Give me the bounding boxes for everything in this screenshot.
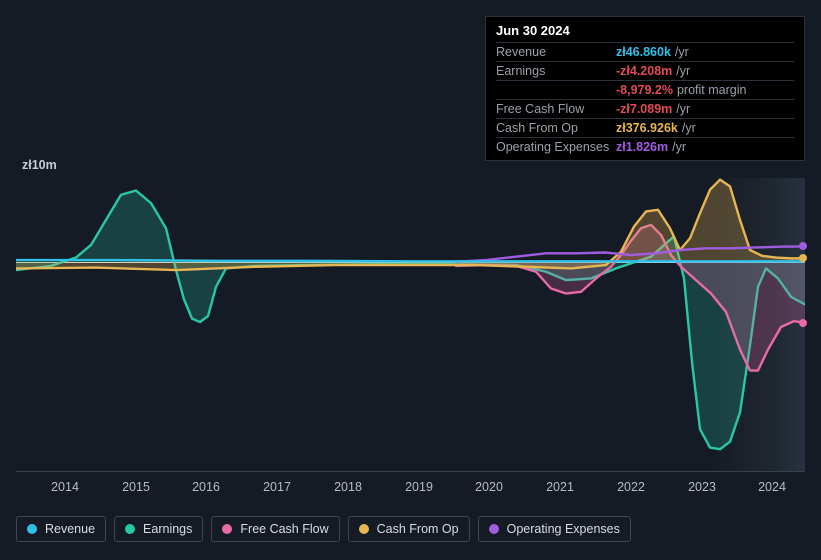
tooltip-row-value: -zł7.089m: [616, 102, 672, 116]
x-axis-tick-label: 2022: [617, 480, 645, 494]
tooltip-row: Earnings-zł4.208m/yr: [496, 61, 794, 80]
tooltip-row-unit: /yr: [676, 102, 690, 116]
tooltip-row: Operating Expenseszł1.826m/yr: [496, 137, 794, 156]
tooltip-rows: Revenuezł46.860k/yrEarnings-zł4.208m/yr-…: [496, 42, 794, 156]
legend-label: Revenue: [45, 522, 95, 536]
series-end-dot: [799, 319, 807, 327]
series-fill-earnings: [16, 191, 805, 450]
x-axis-tick-label: 2018: [334, 480, 362, 494]
tooltip-row-label: Free Cash Flow: [496, 102, 616, 116]
tooltip-row-value: zł1.826m: [616, 140, 668, 154]
tooltip-row: -8,979.2% profit margin: [496, 80, 794, 99]
x-axis-tick-label: 2023: [688, 480, 716, 494]
tooltip-date: Jun 30 2024: [496, 23, 794, 42]
tooltip-row-unit: /yr: [676, 64, 690, 78]
x-axis-tick-label: 2016: [192, 480, 220, 494]
tooltip-row: Revenuezł46.860k/yr: [496, 42, 794, 61]
legend-item-free-cash-flow[interactable]: Free Cash Flow: [211, 516, 339, 542]
legend-item-earnings[interactable]: Earnings: [114, 516, 203, 542]
legend-label: Cash From Op: [377, 522, 459, 536]
legend-item-revenue[interactable]: Revenue: [16, 516, 106, 542]
tooltip-row-value: -zł4.208m: [616, 64, 672, 78]
x-axis-tick-label: 2020: [475, 480, 503, 494]
tooltip-row-label: Operating Expenses: [496, 140, 616, 154]
tooltip-row-label: Earnings: [496, 64, 616, 78]
legend-label: Earnings: [143, 522, 192, 536]
tooltip-row: Free Cash Flow-zł7.089m/yr: [496, 99, 794, 118]
legend-swatch: [222, 524, 232, 534]
legend-swatch: [359, 524, 369, 534]
tooltip-row-label: Revenue: [496, 45, 616, 59]
tooltip-row: Cash From Opzł376.926k/yr: [496, 118, 794, 137]
y-axis-label-top: zł10m: [22, 158, 57, 172]
tooltip-row-value: zł46.860k: [616, 45, 671, 59]
tooltip-row-unit: /yr: [682, 121, 696, 135]
tooltip-row-unit: /yr: [675, 45, 689, 59]
legend-label: Operating Expenses: [507, 522, 620, 536]
legend-item-cash-from-op[interactable]: Cash From Op: [348, 516, 470, 542]
legend-swatch: [125, 524, 135, 534]
x-axis-tick-label: 2017: [263, 480, 291, 494]
tooltip-row-value: -8,979.2%: [616, 83, 673, 97]
x-axis-tick-label: 2015: [122, 480, 150, 494]
legend-label: Free Cash Flow: [240, 522, 328, 536]
chart-plot-area[interactable]: [16, 178, 805, 472]
chart-legend: Revenue Earnings Free Cash Flow Cash From O…: [16, 516, 631, 542]
tooltip-row-label: Cash From Op: [496, 121, 616, 135]
chart-svg: [16, 178, 805, 471]
legend-item-operating-expenses[interactable]: Operating Expenses: [478, 516, 631, 542]
x-axis-tick-label: 2019: [405, 480, 433, 494]
tooltip-row-unit: /yr: [672, 140, 686, 154]
series-end-dot: [799, 242, 807, 250]
chart-tooltip: Jun 30 2024 Revenuezł46.860k/yrEarnings-…: [485, 16, 805, 161]
x-axis-tick-label: 2024: [758, 480, 786, 494]
tooltip-row-value: zł376.926k: [616, 121, 678, 135]
series-end-dot: [799, 254, 807, 262]
x-axis-tick-label: 2021: [546, 480, 574, 494]
legend-swatch: [489, 524, 499, 534]
x-axis-tick-label: 2014: [51, 480, 79, 494]
tooltip-row-unit: profit margin: [677, 83, 746, 97]
series-line-revenue: [16, 260, 805, 261]
legend-swatch: [27, 524, 37, 534]
